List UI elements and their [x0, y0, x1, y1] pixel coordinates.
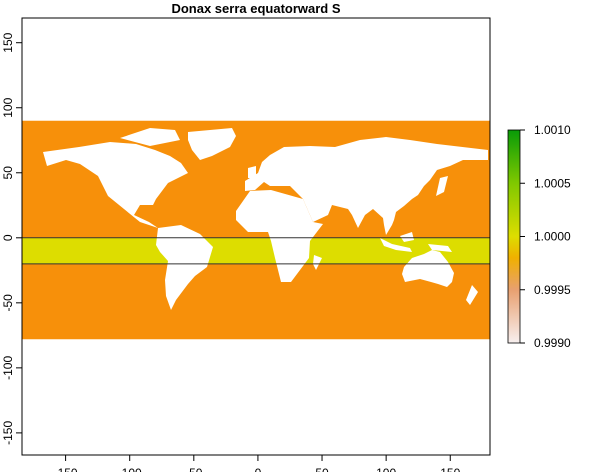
x-tick-label: 100 — [376, 466, 396, 472]
colorbar-tick-label: 1.0005 — [534, 176, 571, 190]
south-america — [156, 225, 213, 310]
x-tick-label: -150 — [54, 466, 78, 472]
greenland — [188, 128, 236, 160]
colorbar — [507, 129, 521, 344]
x-tick-label: 0 — [255, 466, 262, 472]
x-tick-label: -50 — [185, 466, 203, 472]
colorbar-tick-label: 0.9990 — [534, 336, 571, 350]
colorbar-tick-label: 1.0000 — [534, 230, 571, 244]
y-tick-label: 50 — [1, 166, 15, 180]
indonesia — [380, 232, 414, 252]
eurasia — [245, 137, 488, 235]
australia — [402, 250, 454, 287]
y-tick-label: 100 — [1, 97, 15, 117]
madagascar — [313, 255, 322, 270]
x-tick-label: 50 — [315, 466, 329, 472]
new-guinea — [428, 244, 452, 252]
britain — [248, 166, 256, 178]
y-tick-label: 150 — [1, 32, 15, 52]
colorbar-tick-label: 1.0010 — [534, 123, 571, 137]
x-tick-label: 150 — [440, 466, 460, 472]
map-title: Donax serra equatorward S — [171, 1, 340, 16]
plot-frame — [21, 17, 491, 456]
y-tick-label: -150 — [1, 421, 15, 445]
y-tick-label: -50 — [1, 294, 15, 312]
x-tick-label: -100 — [118, 466, 142, 472]
colorbar-tick-label: 0.9995 — [534, 283, 571, 297]
y-tick-label: 0 — [1, 234, 15, 241]
africa — [236, 190, 323, 282]
new-zealand — [466, 285, 478, 305]
y-tick-label: -100 — [1, 356, 15, 380]
land-mask — [43, 128, 488, 310]
japan — [436, 176, 448, 196]
north-america — [43, 142, 188, 228]
arctic-islands — [120, 128, 180, 146]
